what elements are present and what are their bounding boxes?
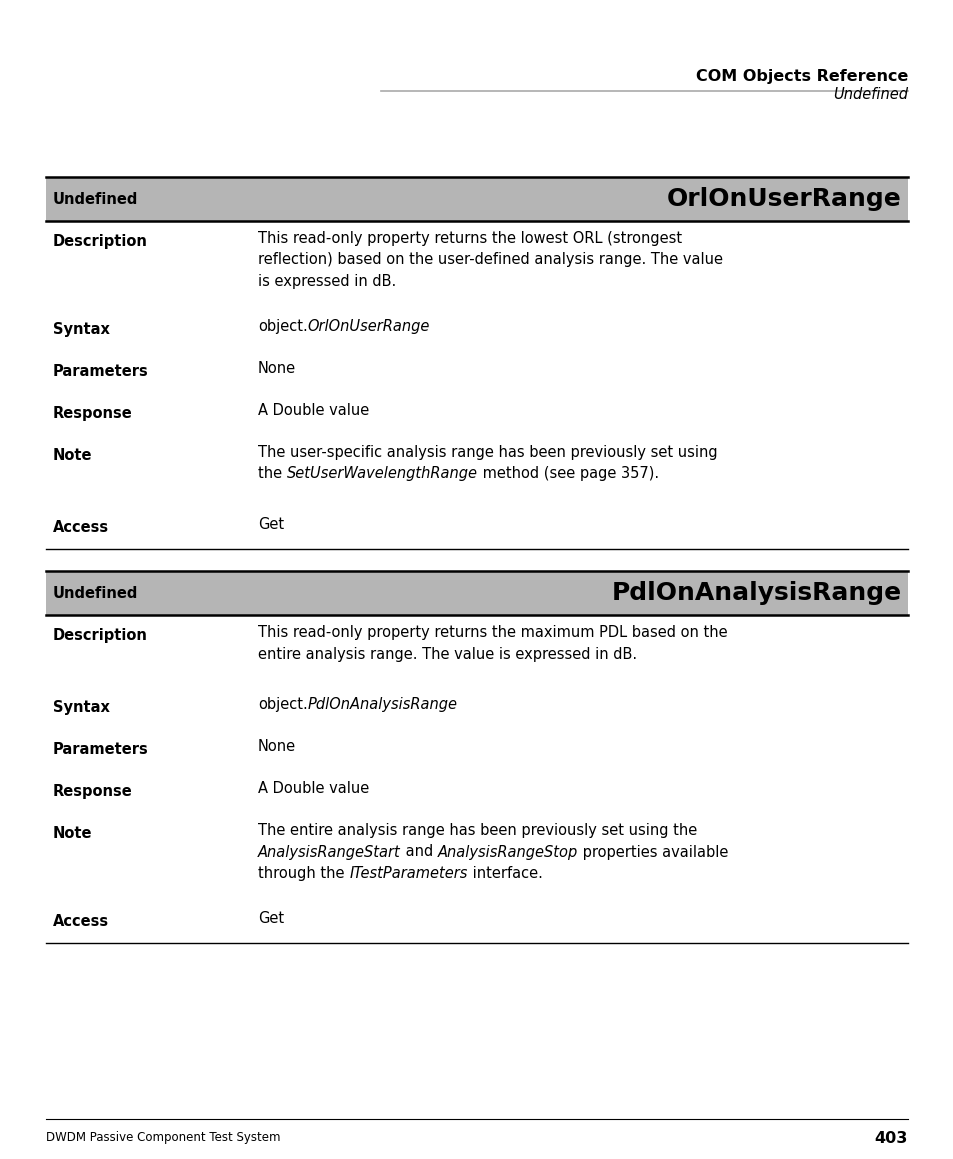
Text: None: None: [257, 739, 295, 755]
Text: This read-only property returns the lowest ORL (strongest: This read-only property returns the lowe…: [257, 231, 681, 246]
Text: Response: Response: [53, 406, 132, 421]
Text: None: None: [257, 360, 295, 376]
Text: Get: Get: [257, 911, 284, 926]
Text: SetUserWavelengthRange: SetUserWavelengthRange: [287, 467, 477, 481]
Text: through the: through the: [257, 866, 349, 881]
Text: Undefined: Undefined: [832, 87, 907, 102]
Text: PdlOnAnalysisRange: PdlOnAnalysisRange: [611, 581, 901, 605]
Text: reflection) based on the user-defined analysis range. The value: reflection) based on the user-defined an…: [257, 253, 722, 268]
Text: Access: Access: [53, 914, 109, 930]
Text: Parameters: Parameters: [53, 364, 149, 379]
Text: ITestParameters: ITestParameters: [349, 866, 467, 881]
Text: Get: Get: [257, 517, 284, 532]
Text: entire analysis range. The value is expressed in dB.: entire analysis range. The value is expr…: [257, 647, 637, 662]
Text: Description: Description: [53, 628, 148, 643]
Text: PdlOnAnalysisRange: PdlOnAnalysisRange: [308, 697, 457, 712]
Bar: [46, 177, 907, 221]
Text: OrlOnUserRange: OrlOnUserRange: [308, 319, 430, 334]
Text: COM Objects Reference: COM Objects Reference: [695, 70, 907, 83]
Text: Access: Access: [53, 520, 109, 535]
Text: The user-specific analysis range has been previously set using: The user-specific analysis range has bee…: [257, 445, 717, 460]
Text: Description: Description: [53, 234, 148, 249]
Text: Note: Note: [53, 826, 92, 841]
Text: OrlOnUserRange: OrlOnUserRange: [666, 187, 901, 211]
Text: object.: object.: [257, 697, 308, 712]
Text: and: and: [400, 845, 437, 860]
Text: Syntax: Syntax: [53, 700, 110, 715]
Text: properties available: properties available: [578, 845, 727, 860]
Text: The entire analysis range has been previously set using the: The entire analysis range has been previ…: [257, 823, 697, 838]
Text: Response: Response: [53, 783, 132, 799]
Text: Undefined: Undefined: [53, 585, 138, 600]
Text: is expressed in dB.: is expressed in dB.: [257, 274, 395, 289]
Text: object.: object.: [257, 319, 308, 334]
Text: DWDM Passive Component Test System: DWDM Passive Component Test System: [46, 1131, 280, 1144]
Text: Undefined: Undefined: [53, 191, 138, 206]
Text: AnalysisRangeStart: AnalysisRangeStart: [257, 845, 400, 860]
Text: the: the: [257, 467, 287, 481]
Text: This read-only property returns the maximum PDL based on the: This read-only property returns the maxi…: [257, 625, 727, 640]
Text: Note: Note: [53, 449, 92, 462]
Bar: [46, 571, 907, 615]
Text: AnalysisRangeStop: AnalysisRangeStop: [437, 845, 578, 860]
Text: Syntax: Syntax: [53, 322, 110, 337]
Text: method (see page 357).: method (see page 357).: [477, 467, 659, 481]
Text: interface.: interface.: [467, 866, 542, 881]
Text: Parameters: Parameters: [53, 742, 149, 757]
Text: A Double value: A Double value: [257, 781, 369, 796]
Text: 403: 403: [874, 1131, 907, 1146]
Text: A Double value: A Double value: [257, 403, 369, 418]
